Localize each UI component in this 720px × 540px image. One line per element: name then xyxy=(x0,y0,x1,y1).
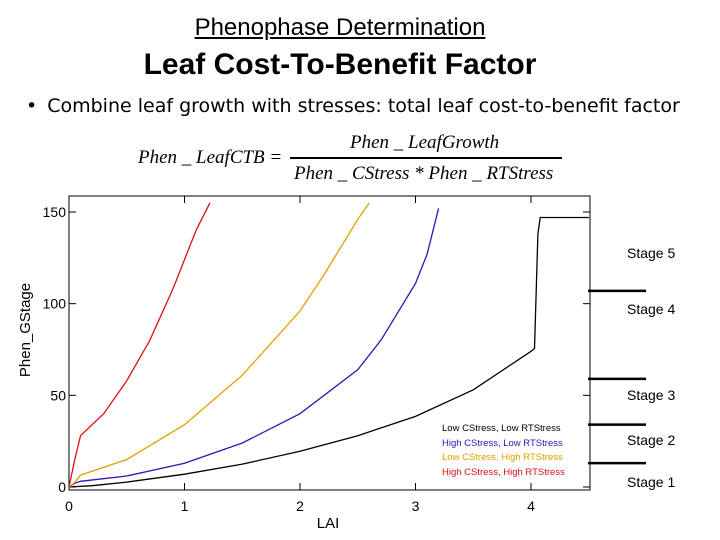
bullet-point: • Combine leaf growth with stresses: tota… xyxy=(26,95,680,117)
series-line-2 xyxy=(69,208,440,488)
stage-label: Stage 1 xyxy=(627,474,675,490)
x-axis-label: LAI xyxy=(317,515,340,532)
stage-label: Stage 2 xyxy=(627,432,675,448)
legend-entry: High CStress, High RTStress xyxy=(442,467,565,478)
y-tick-label: 150 xyxy=(43,204,67,220)
bullet-dot-icon: • xyxy=(26,95,38,117)
y-tick-label: 100 xyxy=(43,296,67,312)
x-tick-label: 4 xyxy=(527,498,535,514)
x-tick-label: 2 xyxy=(296,498,304,514)
x-tick-label: 0 xyxy=(65,498,73,514)
formula-lhs: Phen _ LeafCTB = xyxy=(138,147,283,168)
legend-entry: Low CStress, High RTStress xyxy=(442,452,563,463)
legend-entry: High CStress, Low RTStress xyxy=(442,438,563,449)
slide-subtitle: Leaf Cost-To-Benefit Factor xyxy=(143,48,537,81)
bullet-text: Combine leaf growth with stresses: total… xyxy=(47,95,680,117)
stage-label: Stage 3 xyxy=(627,387,675,403)
y-axis-label: Phen_GStage xyxy=(17,283,34,377)
series-line-4 xyxy=(69,202,211,488)
plot-frame xyxy=(68,195,591,491)
y-tick-label: 50 xyxy=(50,387,66,403)
formula-numerator: Phen _ LeafGrowth xyxy=(350,132,500,153)
stage-label: Stage 5 xyxy=(627,245,675,261)
y-tick-label: 0 xyxy=(58,479,66,495)
x-tick-label: 1 xyxy=(181,498,189,514)
formula-fraction-bar xyxy=(290,157,562,159)
formula-denominator: Phen _ CStress * Phen _ RTStress xyxy=(294,163,554,184)
stage-label: Stage 4 xyxy=(627,301,675,317)
slide-title: Phenophase Determination xyxy=(194,14,486,41)
formula: Phen _ LeafCTB = Phen _ LeafGrowth Phen … xyxy=(138,130,578,188)
plot-area: 0 1 2 3 4 0 50 100 150 LAI Phen_GStage Low CStress,… xyxy=(17,195,675,532)
series-line-3 xyxy=(69,202,370,488)
series-line-1 xyxy=(69,216,589,488)
x-tick-label: 3 xyxy=(412,498,420,514)
legend-entry: Low CStress, Low RTStress xyxy=(442,423,561,434)
